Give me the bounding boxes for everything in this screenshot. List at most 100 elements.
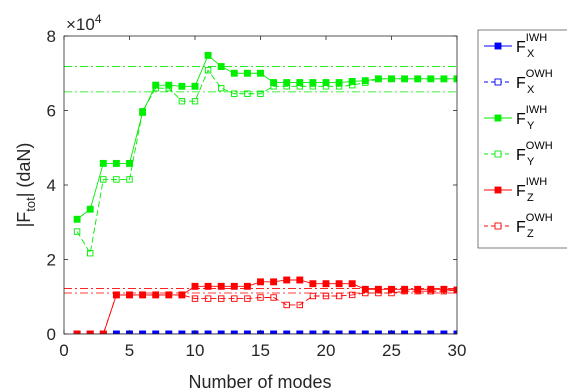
- axes: 0 5 10 15 20 25 30 0 2 4 6 8: [47, 27, 467, 360]
- data-point: [231, 90, 238, 97]
- data-point: [126, 176, 133, 183]
- legend-marker: [494, 222, 502, 230]
- legend: FIWH X FOWH X FIWH Y FOWH Y FIWH Z FOWH Z: [477, 29, 567, 249]
- data-point: [86, 249, 94, 257]
- data-point: [348, 77, 356, 85]
- x-tick-label: 15: [251, 341, 270, 360]
- data-point: [217, 63, 225, 70]
- data-point: [257, 90, 264, 97]
- legend-marker: [494, 78, 502, 86]
- data-point: [152, 291, 159, 299]
- data-point: [296, 79, 304, 87]
- legend-entry: FOWH Y: [484, 140, 553, 168]
- data-point: [283, 330, 290, 334]
- legend-entry: FIWH Z: [484, 176, 547, 204]
- data-point: [257, 278, 264, 286]
- data-point: [283, 301, 290, 309]
- x-tick-label: 10: [186, 341, 205, 360]
- data-point: [453, 286, 457, 294]
- data-point: [113, 176, 120, 183]
- data-point: [165, 291, 173, 299]
- legend-box: [477, 29, 567, 249]
- data-point: [270, 330, 277, 334]
- data-point: [401, 330, 408, 334]
- data-point: [204, 330, 212, 334]
- data-point: [86, 330, 94, 334]
- data-point: [165, 81, 173, 89]
- legend-marker: [494, 150, 502, 158]
- data-point: [427, 75, 435, 83]
- y-multiplier-base: ×10: [66, 15, 95, 34]
- data-point: [204, 282, 212, 290]
- data-point: [152, 81, 160, 89]
- data-point: [283, 79, 291, 87]
- legend-label: FOWH X: [516, 68, 553, 96]
- data-point: [191, 97, 199, 105]
- data-point: [322, 292, 330, 300]
- y-axis-label: |Ftot| (daN): [14, 143, 38, 228]
- data-point: [335, 79, 343, 87]
- series-z-owh: [73, 286, 457, 334]
- y-axis-label-sub: tot: [23, 197, 38, 212]
- y-tick-label: 4: [47, 176, 56, 195]
- data-point: [139, 291, 146, 299]
- y-tick-label: 6: [47, 102, 56, 121]
- series-y-iwh: [73, 51, 457, 223]
- data-point: [361, 285, 369, 293]
- data-point: [427, 287, 434, 295]
- y-axis-label-rest: | (daN): [14, 143, 34, 198]
- data-point: [309, 79, 317, 87]
- data-point: [388, 285, 395, 293]
- series-line: [77, 289, 457, 334]
- data-point: [73, 228, 81, 235]
- legend-entry: FOWH Z: [484, 212, 553, 240]
- data-point: [178, 82, 186, 90]
- data-point: [388, 75, 395, 83]
- data-point: [191, 282, 199, 290]
- data-point: [335, 292, 343, 300]
- legend-entry: FIWH X: [484, 32, 547, 60]
- data-point: [244, 295, 251, 302]
- data-point: [217, 295, 225, 302]
- data-point: [427, 330, 434, 334]
- data-point: [349, 291, 356, 299]
- series-layer: [73, 51, 457, 334]
- data-point: [362, 330, 369, 334]
- data-point: [270, 79, 278, 87]
- legend-marker: [494, 114, 502, 122]
- data-point: [86, 205, 94, 213]
- data-point: [453, 330, 457, 334]
- y-tick-label: 2: [47, 251, 56, 270]
- y-axis-label-main: |F: [14, 212, 34, 228]
- legend-marker: [494, 42, 502, 50]
- data-point: [204, 295, 212, 302]
- data-point: [374, 285, 382, 293]
- data-point: [335, 280, 343, 288]
- legend-entry: FOWH X: [484, 68, 553, 96]
- data-point: [440, 287, 448, 295]
- data-point: [99, 159, 107, 167]
- data-point: [401, 287, 408, 295]
- data-point: [414, 287, 421, 295]
- data-point: [375, 289, 382, 297]
- x-tick-label: 25: [382, 341, 401, 360]
- data-point: [217, 282, 225, 290]
- data-point: [270, 278, 278, 286]
- data-point: [309, 330, 317, 334]
- data-point: [243, 282, 251, 290]
- data-point: [230, 282, 238, 290]
- data-point: [388, 289, 395, 297]
- data-point: [270, 294, 277, 301]
- data-point: [440, 330, 448, 334]
- data-point: [100, 176, 107, 183]
- data-point: [296, 276, 304, 284]
- data-point: [243, 69, 251, 77]
- data-point: [322, 280, 330, 288]
- data-point: [322, 79, 330, 87]
- data-point: [231, 295, 238, 302]
- y-tick-label: 0: [47, 325, 56, 344]
- legend-marker: [494, 186, 502, 194]
- data-point: [296, 301, 303, 309]
- data-point: [244, 330, 251, 334]
- data-point: [244, 90, 251, 97]
